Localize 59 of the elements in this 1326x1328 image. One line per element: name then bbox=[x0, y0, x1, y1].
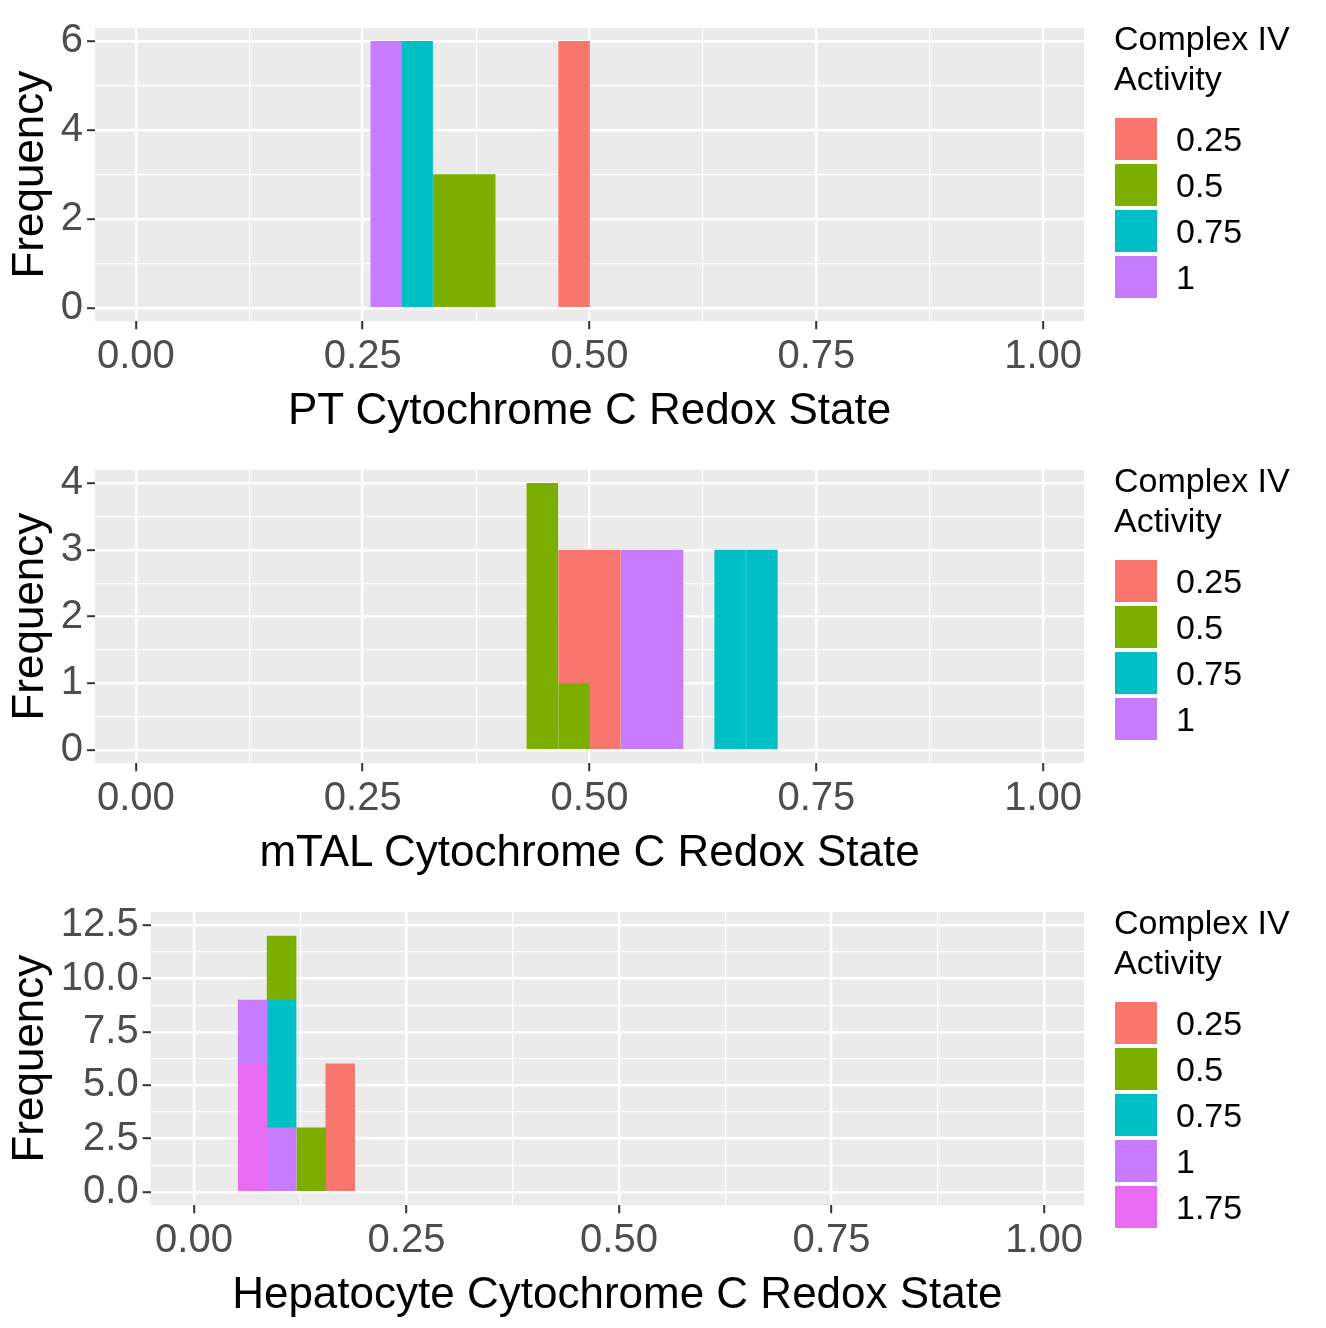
y-tick-label: 1 bbox=[60, 658, 84, 703]
y-axis-title: Frequency bbox=[2, 70, 52, 279]
bar bbox=[325, 1063, 355, 1191]
y-tick-label: 12.5 bbox=[60, 900, 139, 945]
legend-label: 1.75 bbox=[1176, 1187, 1243, 1227]
x-tick-label: 0.25 bbox=[323, 774, 402, 819]
x-tick-label: 0.00 bbox=[155, 1216, 233, 1261]
y-tick-label: 2 bbox=[60, 194, 84, 239]
legend-title: Complex IV Activity bbox=[1114, 18, 1291, 98]
x-tick-label: 1.00 bbox=[1005, 1216, 1083, 1261]
y-tick-label: 4 bbox=[60, 458, 84, 503]
x-tick-label: 0.50 bbox=[550, 332, 629, 377]
legend-label: 1 bbox=[1176, 699, 1195, 739]
bar bbox=[266, 999, 297, 1129]
x-tick-label: 0.75 bbox=[777, 332, 856, 377]
legend-label: 0.5 bbox=[1176, 165, 1224, 205]
x-tick-label: 0.50 bbox=[550, 774, 629, 819]
legend-label: 0.75 bbox=[1176, 653, 1243, 693]
legend-label: 1 bbox=[1176, 1141, 1195, 1181]
x-tick-label: 0.75 bbox=[792, 1216, 871, 1261]
legend-label: 0.25 bbox=[1176, 119, 1243, 159]
bar bbox=[266, 935, 297, 1001]
y-tick-label: 0.0 bbox=[83, 1166, 139, 1211]
y-tick-label: 4 bbox=[60, 105, 84, 150]
y-tick-label: 5.0 bbox=[83, 1060, 139, 1105]
bar bbox=[237, 999, 268, 1065]
legend-title: Complex IV Activity bbox=[1114, 460, 1291, 540]
legend-label: 0.5 bbox=[1176, 607, 1224, 647]
x-axis-title: PT Cytochrome C Redox State bbox=[287, 383, 892, 433]
legend-label: 1 bbox=[1176, 257, 1195, 297]
legend-label: 0.25 bbox=[1176, 1003, 1243, 1043]
legend-label: 0.75 bbox=[1176, 1095, 1243, 1135]
legend-title: Complex IV Activity bbox=[1114, 902, 1291, 982]
y-tick-label: 2.5 bbox=[83, 1113, 139, 1158]
legend-label: 0.5 bbox=[1176, 1049, 1224, 1089]
x-tick-label: 0.25 bbox=[323, 332, 402, 377]
bar bbox=[266, 1127, 297, 1191]
x-tick-label: 0.00 bbox=[96, 332, 175, 377]
y-tick-label: 2 bbox=[60, 591, 84, 636]
legend-label: 0.25 bbox=[1176, 561, 1243, 601]
legend-label: 0.75 bbox=[1176, 211, 1243, 251]
bar bbox=[296, 1127, 327, 1191]
y-tick-label: 7.5 bbox=[83, 1006, 139, 1051]
y-axis-title: Frequency bbox=[2, 512, 52, 721]
y-tick-label: 0 bbox=[60, 724, 84, 769]
x-axis-title: Hepatocyte Cytochrome C Redox State bbox=[232, 1267, 1003, 1317]
x-tick-label: 1.00 bbox=[1004, 332, 1083, 377]
bar bbox=[237, 1063, 268, 1191]
x-tick-label: 0.00 bbox=[96, 774, 175, 819]
x-tick-label: 1.00 bbox=[1004, 774, 1083, 819]
x-tick-label: 0.25 bbox=[367, 1216, 446, 1261]
y-tick-label: 0 bbox=[60, 282, 84, 327]
y-tick-label: 3 bbox=[60, 524, 84, 569]
x-tick-label: 0.50 bbox=[580, 1216, 658, 1261]
x-tick-label: 0.75 bbox=[777, 774, 856, 819]
y-axis-title: Frequency bbox=[2, 954, 52, 1163]
y-tick-label: 10.0 bbox=[60, 953, 139, 998]
x-axis-title: mTAL Cytochrome C Redox State bbox=[259, 825, 920, 875]
y-tick-label: 6 bbox=[60, 16, 84, 61]
